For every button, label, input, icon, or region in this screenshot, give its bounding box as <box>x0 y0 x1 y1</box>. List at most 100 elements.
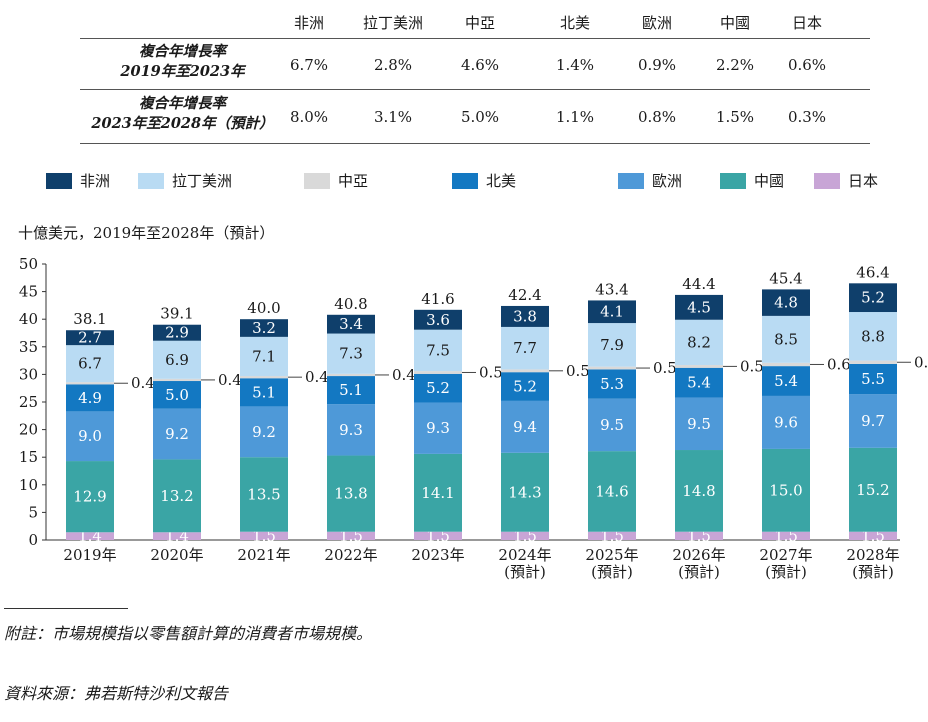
x-tick-note: (預計) <box>852 563 894 581</box>
bar-segment <box>327 373 375 377</box>
x-tick-note: (預計) <box>591 563 633 581</box>
bar-segment <box>240 336 288 377</box>
data-label: 5.3 <box>600 375 624 393</box>
data-label: 7.9 <box>600 336 624 354</box>
bar-segment <box>153 324 201 341</box>
data-label: 8.5 <box>774 330 798 348</box>
legend-label: 中國 <box>754 172 785 190</box>
y-tick-label: 5 <box>28 503 38 521</box>
total-label: 38.1 <box>73 310 106 328</box>
bar-segment <box>588 398 636 452</box>
bar-segment <box>501 531 549 540</box>
data-label: 0.5 <box>740 357 764 375</box>
bar-segment <box>153 532 201 540</box>
data-label: 0.4 <box>131 374 155 392</box>
region-header-central-asia: 中亞 <box>464 14 495 32</box>
bar-segment <box>414 373 462 403</box>
legend-swatch <box>720 173 746 189</box>
bar-segment <box>849 394 897 448</box>
table-rule-bottom <box>80 143 870 144</box>
row-label-line1: 複合年增長率 <box>139 43 226 60</box>
data-label: 14.1 <box>421 484 454 502</box>
bar-segment <box>414 402 462 454</box>
data-label: 12.9 <box>73 488 106 506</box>
data-label: 4.1 <box>600 303 624 321</box>
data-label: 5.5 <box>861 370 885 388</box>
legend-swatch <box>452 173 478 189</box>
bar-segment <box>675 365 723 368</box>
data-label: 3.4 <box>339 315 363 333</box>
data-label: 0.5 <box>566 362 590 380</box>
total-label: 40.8 <box>334 295 367 313</box>
row-label-line2: 2019年至2023年 <box>120 63 245 80</box>
data-label: 6.7 <box>78 355 102 373</box>
bar-segment <box>501 400 549 453</box>
data-label: 0.6 <box>827 355 851 373</box>
total-label: 43.4 <box>595 280 628 298</box>
data-label: 7.3 <box>339 345 363 363</box>
bar-segment <box>675 294 723 320</box>
data-label: 7.7 <box>513 339 537 357</box>
row-label-cagr-2023-2028: 複合年增長率 2023年至2028年（預計） <box>80 94 285 134</box>
bar-segment <box>153 381 201 409</box>
legend-label: 歐洲 <box>652 172 683 190</box>
cagr-value: 6.7% <box>289 56 329 74</box>
data-label: 9.3 <box>339 421 363 439</box>
data-label: 5.2 <box>861 289 885 307</box>
data-label: 9.7 <box>861 412 885 430</box>
cagr-table-header: 非洲 拉丁美洲 中亞 北美 歐洲 中國 日本 <box>80 6 870 36</box>
cagr-value: 1.1% <box>555 108 595 126</box>
bar-segment <box>66 382 114 385</box>
data-label: 8.8 <box>861 327 885 345</box>
data-label: 0.4 <box>392 366 416 384</box>
legend-swatch <box>138 173 164 189</box>
legend-swatch <box>304 173 330 189</box>
cagr-value: 8.0% <box>289 108 329 126</box>
x-tick-label: 2022年 <box>324 546 377 564</box>
y-tick-label: 35 <box>19 338 38 356</box>
bar-segment <box>849 363 897 395</box>
data-label: 0.5 <box>479 363 503 381</box>
y-tick-label: 50 <box>19 255 38 273</box>
bar-segment <box>414 309 462 330</box>
legend-swatch <box>618 173 644 189</box>
bar-segment <box>153 459 201 533</box>
bar-segment <box>675 450 723 532</box>
y-tick-label: 45 <box>19 283 38 301</box>
region-header-africa: 非洲 <box>293 14 324 32</box>
x-tick-label: 2021年 <box>237 546 290 564</box>
bar-segment <box>240 319 288 337</box>
chart-legend: 非洲 拉丁美洲 中亞 北美 歐洲 中國 日本 <box>46 170 916 194</box>
bar-segment <box>762 395 810 449</box>
bar-segment <box>240 378 288 407</box>
bar-segment <box>675 531 723 540</box>
bar-segment <box>501 326 549 370</box>
bar-segment <box>588 300 636 324</box>
data-label: 13.2 <box>160 487 193 505</box>
legend-label: 拉丁美洲 <box>172 172 233 190</box>
total-label: 42.4 <box>508 286 541 304</box>
data-label: 7.5 <box>426 341 450 359</box>
data-label: 9.6 <box>774 413 798 431</box>
bar-segment <box>501 369 549 373</box>
data-label: 15.0 <box>769 481 802 499</box>
x-tick-label: 2026年 <box>672 546 725 564</box>
data-label: 13.8 <box>334 485 367 503</box>
data-label: 5.2 <box>426 379 450 397</box>
bar-segment <box>153 340 201 379</box>
bar-segment <box>762 289 810 316</box>
legend-label: 中亞 <box>338 172 369 190</box>
data-label: 9.5 <box>600 416 624 434</box>
bar-segment <box>327 531 375 540</box>
total-label: 44.4 <box>682 275 715 293</box>
bar-segment <box>501 372 549 401</box>
bar-segment <box>327 333 375 374</box>
bar-segment <box>588 369 636 399</box>
y-tick-label: 40 <box>19 310 38 328</box>
x-tick-label: 2027年 <box>759 546 812 564</box>
cagr-value: 0.3% <box>787 108 827 126</box>
data-label: 2.9 <box>165 324 189 342</box>
x-tick-label: 2028年 <box>846 546 899 564</box>
bar-segment <box>588 531 636 540</box>
bar-segment <box>675 319 723 366</box>
